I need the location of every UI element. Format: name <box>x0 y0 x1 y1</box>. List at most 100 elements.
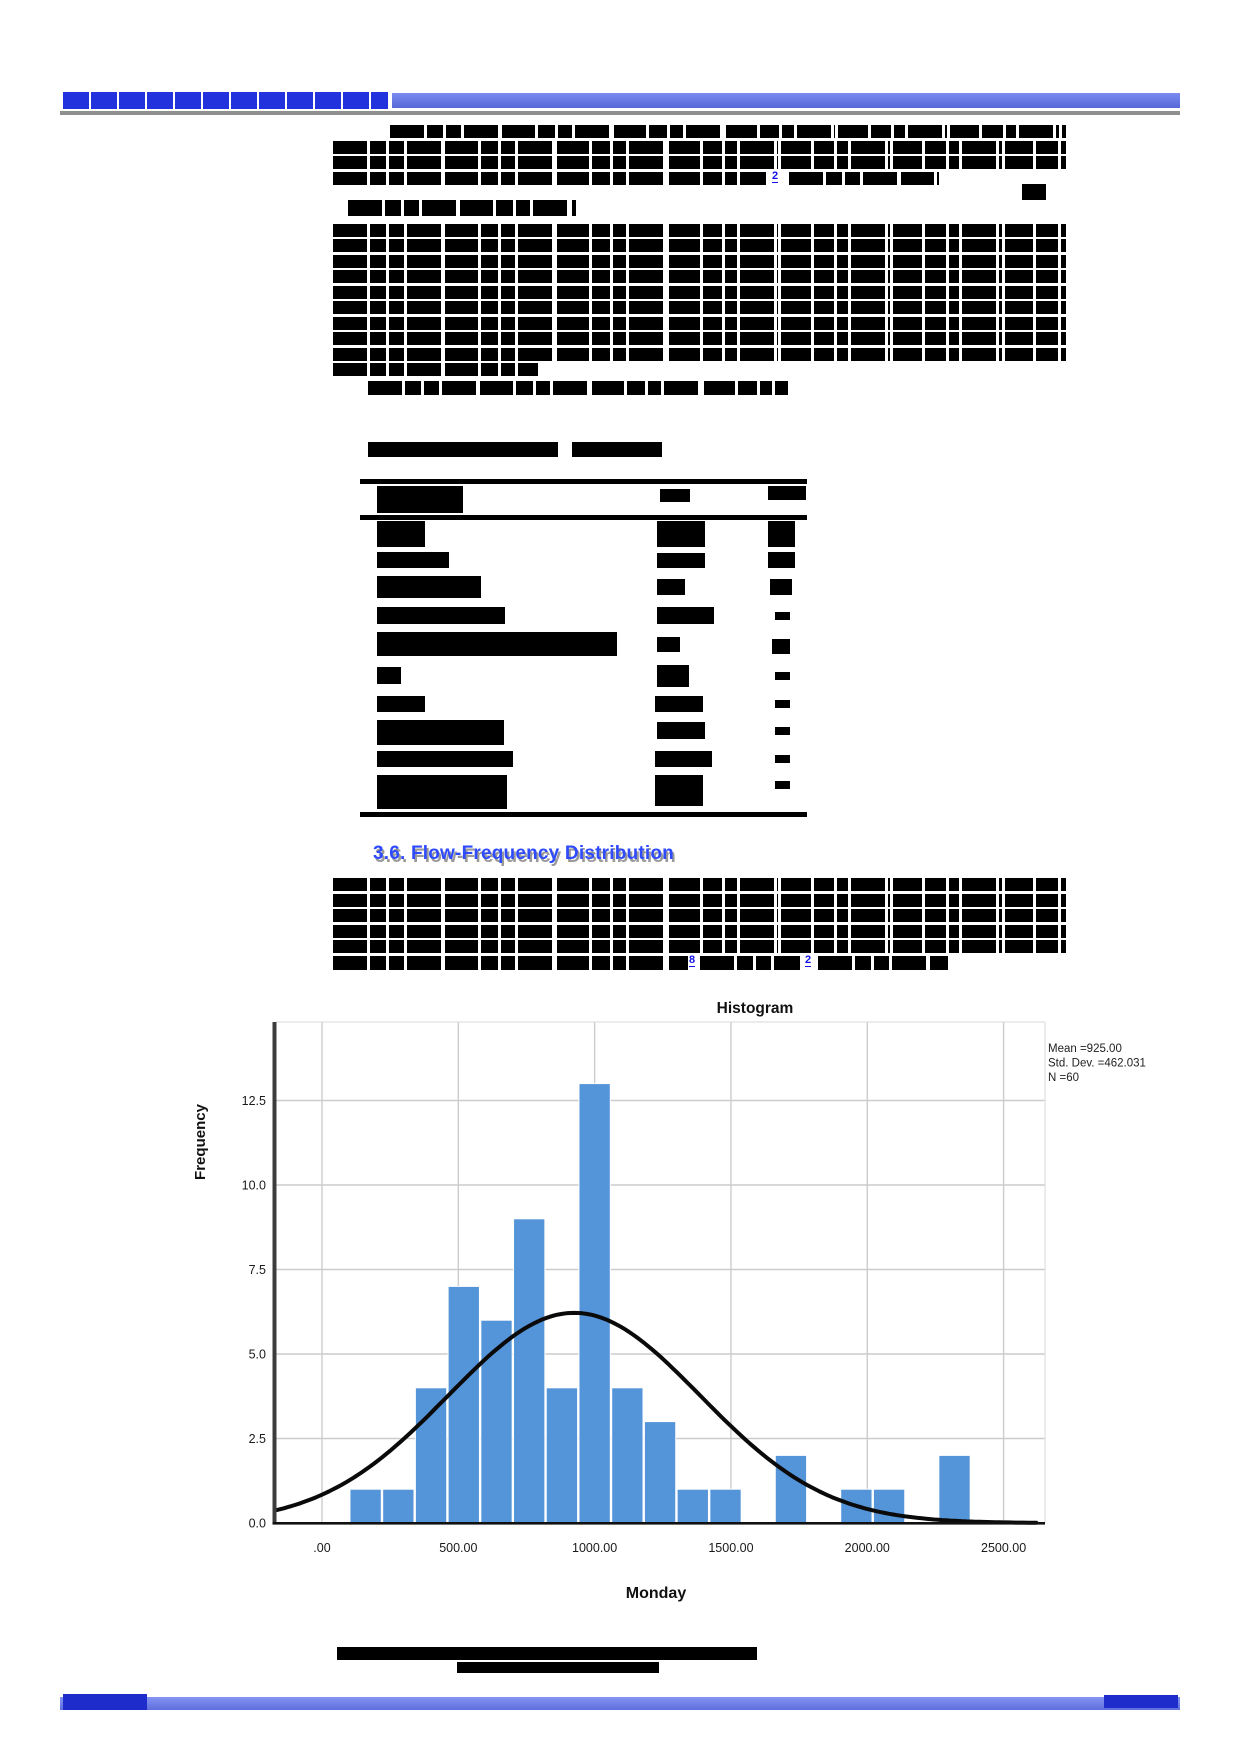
redacted-block <box>775 755 790 763</box>
histogram-bar <box>447 1285 480 1524</box>
redacted-block <box>775 612 790 620</box>
redacted-block <box>657 665 689 687</box>
redacted-block <box>770 579 792 595</box>
redacted-block <box>657 722 705 739</box>
redacted-block <box>657 553 705 568</box>
redacted-block <box>377 696 425 712</box>
histogram-bar <box>840 1488 873 1524</box>
redacted-block <box>655 751 712 767</box>
histogram-bar <box>872 1488 906 1524</box>
redacted-block <box>657 579 685 595</box>
redacted-block <box>772 639 790 654</box>
x-tick-label: 500.00 <box>439 1541 477 1555</box>
redacted-block <box>655 696 703 712</box>
histogram-bar <box>938 1454 971 1524</box>
redacted-block <box>377 576 481 598</box>
histogram-bar <box>513 1218 546 1524</box>
redacted-text-line <box>390 125 1066 138</box>
redacted-text-line <box>333 348 1066 361</box>
x-axis-title: Monday <box>626 1585 687 1602</box>
histogram-bar <box>382 1488 415 1524</box>
redacted-text-line <box>348 200 576 216</box>
histogram-bar <box>414 1387 448 1524</box>
redacted-text-line <box>333 925 1066 938</box>
header-rule-blue <box>392 93 1180 108</box>
redacted-block <box>775 672 790 680</box>
redacted-text-line <box>333 301 1066 314</box>
redacted-block <box>775 781 790 789</box>
figure-ref-link[interactable]: 2 <box>805 954 812 967</box>
redacted-text-line <box>818 956 948 970</box>
redacted-text-line <box>333 894 1066 907</box>
redacted-text-line <box>333 270 1066 283</box>
redacted-text-line <box>333 332 1066 345</box>
section-heading[interactable]: 3.6. Flow-Frequency Distribution <box>373 843 674 864</box>
redacted-block <box>377 720 504 745</box>
redacted-text-line <box>333 141 1066 154</box>
y-tick-label: 2.5 <box>249 1432 266 1446</box>
redacted-journal-citation <box>63 92 388 109</box>
histogram-bar <box>349 1488 382 1524</box>
figure-ref-link[interactable]: 8 <box>689 954 696 967</box>
redacted-footer-text <box>63 1694 147 1710</box>
redacted-block <box>768 521 795 547</box>
stats-box-line: Std. Dev. =462.031 <box>1048 1058 1146 1070</box>
redacted-text-line <box>789 172 939 185</box>
histogram-bar <box>709 1488 742 1524</box>
redacted-text-line <box>333 317 1066 330</box>
redacted-text-line <box>700 956 800 970</box>
redacted-block <box>768 552 795 568</box>
x-tick-label: 1000.00 <box>572 1541 617 1555</box>
redacted-block <box>657 607 714 624</box>
x-tick-label: 1500.00 <box>708 1541 753 1555</box>
normal-curve <box>273 1310 1039 1525</box>
citation-link[interactable]: 2 <box>772 170 779 183</box>
redacted-block <box>775 727 790 735</box>
x-tick-label: 2000.00 <box>845 1541 890 1555</box>
redacted-text-line <box>333 239 1066 252</box>
redacted-text-line <box>333 878 1066 891</box>
y-axis-title: Frequency <box>192 1103 209 1180</box>
histogram-bar <box>643 1421 677 1524</box>
redacted-block <box>1022 184 1046 200</box>
stats-box-line: N =60 <box>1048 1072 1079 1084</box>
redacted-block <box>377 751 513 767</box>
redacted-block <box>377 775 507 809</box>
redacted-block <box>657 521 705 547</box>
redacted-block <box>337 1647 757 1660</box>
y-tick-label: 12.5 <box>242 1094 266 1108</box>
redacted-block <box>360 515 807 520</box>
y-tick-label: 5.0 <box>249 1348 266 1362</box>
redacted-text-line <box>333 956 688 970</box>
histogram-bar <box>676 1488 709 1524</box>
redacted-block <box>377 632 617 656</box>
histogram-bar <box>611 1387 644 1524</box>
redacted-block <box>377 521 425 547</box>
redacted-text-line <box>333 940 1066 953</box>
header-rule-gray <box>60 111 1180 115</box>
redacted-block <box>377 486 463 513</box>
redacted-block <box>768 486 806 500</box>
redacted-block <box>660 489 690 502</box>
redacted-block <box>377 607 505 624</box>
x-tick-label: .00 <box>313 1541 330 1555</box>
y-tick-label: 10.0 <box>242 1179 266 1193</box>
redacted-block <box>368 442 558 457</box>
redacted-text-line <box>333 363 538 376</box>
y-tick-label: 0.0 <box>249 1517 266 1531</box>
redacted-block <box>657 637 680 652</box>
redacted-block <box>360 479 807 484</box>
redacted-text-line <box>368 381 788 395</box>
x-axis-line <box>272 1522 1045 1525</box>
redacted-footer-text <box>1104 1695 1178 1708</box>
redacted-block <box>775 700 790 708</box>
y-axis-line <box>272 1022 277 1523</box>
redacted-text-line <box>333 172 766 185</box>
redacted-block <box>377 552 449 568</box>
redacted-text-line <box>333 909 1066 922</box>
redacted-block <box>655 775 703 806</box>
redacted-block <box>457 1662 659 1673</box>
x-tick-label: 2500.00 <box>981 1541 1026 1555</box>
